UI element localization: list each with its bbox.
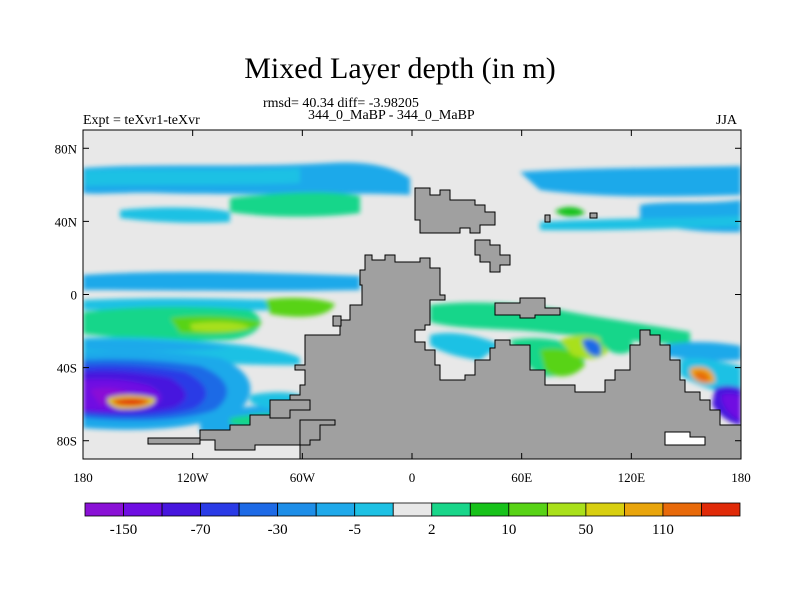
colorbar-swatch [624,502,664,517]
lon-tick-label: 120W [177,470,210,485]
lat-tick-label: 40S [57,361,77,376]
colorbar-swatch [508,502,548,517]
lon-tick-label: 180 [731,470,751,485]
colorbar-swatch [315,502,356,517]
stats-label: rmsd= 40.34 diff= -3.98205 [263,96,419,111]
latitude-axis: 80N 40N 0 40S 80S [55,141,741,449]
season-label: JJA [716,113,738,128]
colorbar-swatch [238,502,279,517]
colorbar-swatch [431,502,471,517]
colorbar-label: 2 [428,522,436,538]
lat-tick-label: 40N [55,214,78,229]
colorbar-swatch [701,502,741,517]
lon-tick-label: 0 [409,470,416,485]
plot-title: Mixed Layer depth (in m) [244,52,556,85]
colorbar-swatch [123,502,163,517]
colorbar-labels: -150 -70 -30 -5 2 10 50 110 [110,522,674,538]
colorbar-label: 50 [578,522,593,538]
lon-tick-label: 180 [73,470,93,485]
colorbar-label: -5 [348,522,361,538]
experiment-label: Expt = teXvr1-teXvr [83,113,200,128]
lon-tick-label: 60E [511,470,532,485]
colorbar-swatch [200,502,240,517]
colorbar-label: -30 [268,522,288,538]
land-masks [147,187,741,459]
colorbar-swatch [585,502,625,517]
colorbar [84,502,741,517]
colorbar-swatch [392,502,433,517]
colorbar-swatch [277,502,317,517]
colorbar-swatch [662,502,702,517]
case-label: 344_0_MaBP - 344_0_MaBP [308,108,475,123]
colorbar-label: 10 [501,522,516,538]
colorbar-swatch [84,502,124,517]
colorbar-label: -70 [191,522,211,538]
colorbar-swatch [354,502,394,517]
lat-tick-label: 80N [55,141,78,156]
colorbar-swatch [469,502,510,517]
colorbar-label: 110 [652,522,674,538]
lat-tick-label: 0 [71,288,78,303]
colorbar-swatch [546,502,587,517]
colorbar-swatch [161,502,201,517]
colorbar-label: -150 [110,522,138,538]
lon-tick-label: 60W [290,470,316,485]
lat-tick-label: 80S [57,434,77,449]
lon-tick-label: 120E [618,470,646,485]
longitude-axis: 180 120W 60W 0 60E 120E 180 [73,130,751,485]
